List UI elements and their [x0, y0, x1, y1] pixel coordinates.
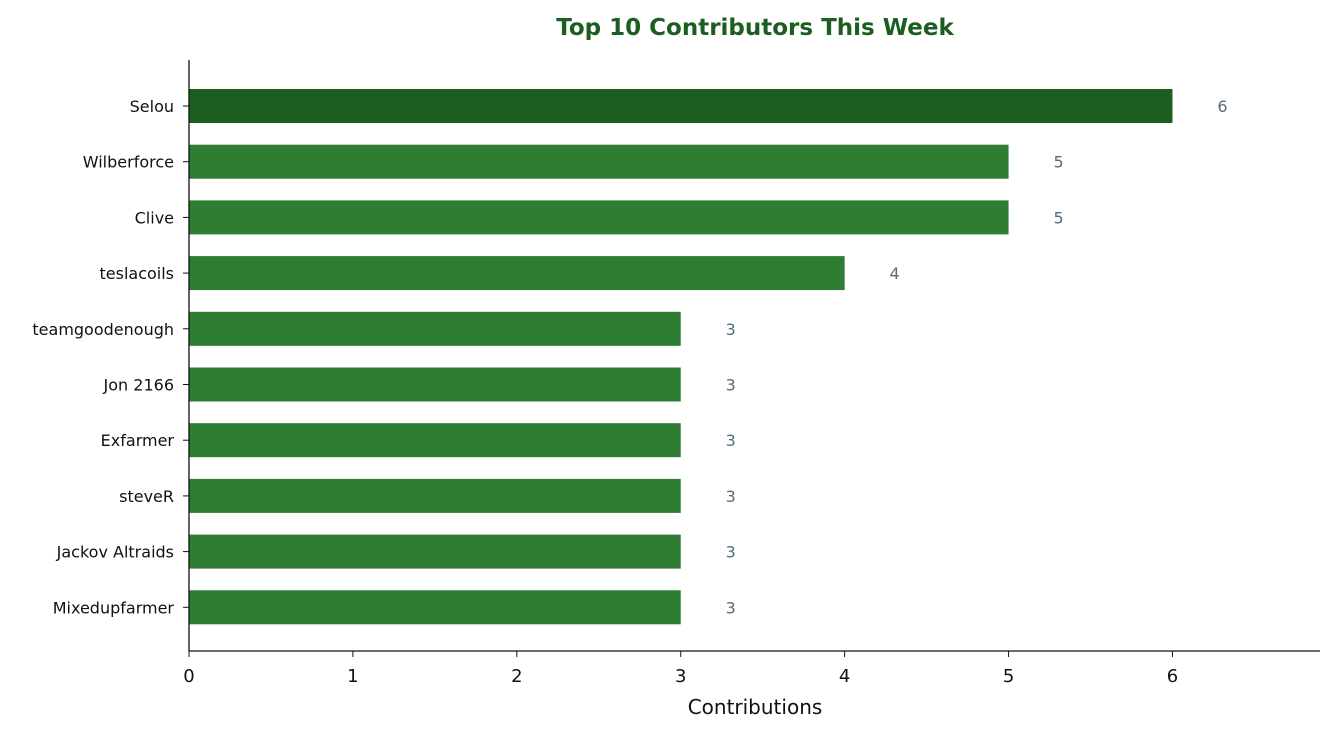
- value-label: 6: [1217, 97, 1227, 116]
- value-label: 3: [726, 487, 736, 506]
- bar-jon-2166: [189, 367, 681, 402]
- bar-clive: [189, 200, 1009, 235]
- bar-jackov-altraids: [189, 534, 681, 569]
- y-tick-label: steveR: [119, 487, 174, 506]
- y-tick-label: Exfarmer: [101, 431, 175, 450]
- bar-mixedupfarmer: [189, 590, 681, 625]
- y-tick-label: Jon 2166: [103, 376, 174, 395]
- value-label: 3: [726, 376, 736, 395]
- value-label: 3: [726, 598, 736, 617]
- bar-wilberforce: [189, 144, 1009, 179]
- value-label: 3: [726, 320, 736, 339]
- x-tick-label: 1: [347, 666, 358, 687]
- bar-stever: [189, 478, 681, 513]
- chart-title: Top 10 Contributors This Week: [556, 15, 954, 41]
- x-tick-label: 5: [1003, 666, 1014, 687]
- y-tick-label: teslacoils: [99, 264, 174, 283]
- y-tick-label: Jackov Altraids: [56, 543, 174, 562]
- value-label: 3: [726, 431, 736, 450]
- x-tick-label: 3: [675, 666, 686, 687]
- y-axis: Selou Wilberforce Clive teslacoils teamgoode…: [32, 60, 190, 651]
- y-tick-label: Selou: [130, 97, 174, 116]
- bar-exfarmer: [189, 423, 681, 458]
- bar-selou: [189, 89, 1173, 123]
- value-label: 5: [1053, 153, 1063, 172]
- x-tick-label: 6: [1167, 666, 1178, 687]
- value-labels-group: 6 5 5 4 3 3 3 3 3 3: [726, 97, 1228, 617]
- y-tick-label: teamgoodenough: [32, 320, 174, 339]
- bar-teamgoodenough: [189, 311, 681, 346]
- x-axis: 0 1 2 3 4 5 6: [183, 650, 1320, 687]
- y-tick-label: Clive: [135, 208, 174, 227]
- bar-teslacoils: [189, 256, 845, 291]
- x-tick-label: 2: [511, 666, 522, 687]
- value-label: 3: [726, 543, 736, 562]
- value-label: 5: [1053, 208, 1063, 227]
- x-tick-label: 0: [183, 666, 194, 687]
- value-label: 4: [890, 264, 900, 283]
- y-tick-label: Wilberforce: [83, 153, 174, 172]
- x-tick-label: 4: [839, 666, 850, 687]
- x-axis-label: Contributions: [688, 695, 823, 719]
- bars-group: [189, 89, 1173, 625]
- y-tick-label: Mixedupfarmer: [53, 598, 175, 617]
